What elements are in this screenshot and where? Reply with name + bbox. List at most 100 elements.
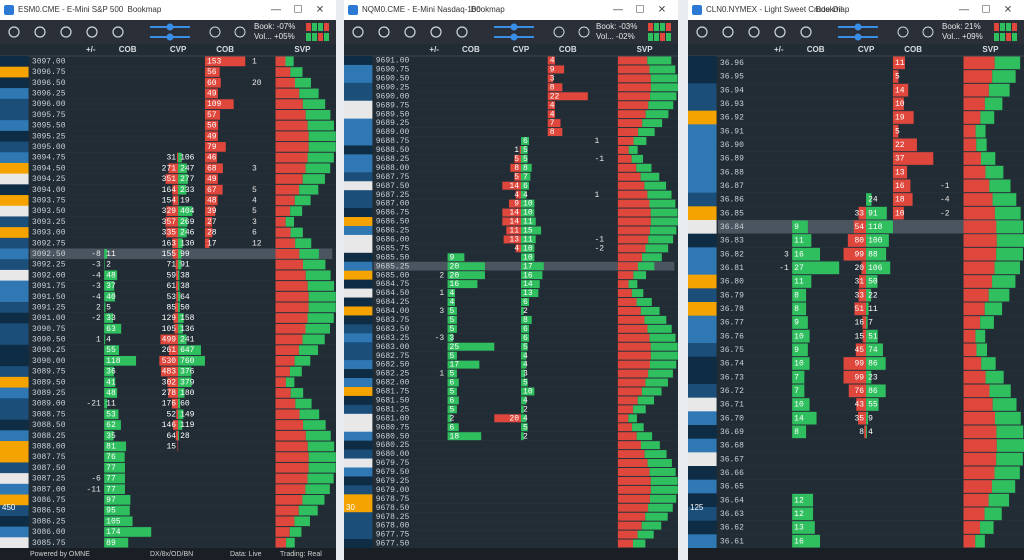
price: 9677.75 — [376, 531, 410, 540]
price: 36.91 — [720, 127, 744, 136]
cvp-buy-bar — [521, 378, 528, 387]
slider-knob[interactable] — [510, 33, 518, 41]
chat-icon[interactable] — [578, 26, 590, 38]
cob-bid-bar — [104, 291, 115, 302]
slider-knob[interactable] — [166, 23, 174, 31]
cvp-sell-bar — [862, 316, 867, 329]
cob-bid-bar — [447, 315, 457, 324]
toolbar-icon[interactable] — [8, 26, 20, 38]
slider-knob[interactable] — [166, 33, 174, 41]
svp-sell — [275, 420, 304, 430]
toolbar-icon[interactable] — [774, 26, 786, 38]
cvp-buy-bar — [178, 355, 205, 366]
svp-buy — [633, 271, 647, 280]
window-control[interactable]: ✕ — [316, 5, 324, 16]
chat-icon[interactable] — [234, 26, 246, 38]
imbalance-cell — [318, 33, 323, 41]
cvp-buy: 2 — [523, 405, 528, 414]
window-control[interactable]: ✕ — [1004, 5, 1012, 16]
cob-bid-bar — [447, 253, 465, 262]
svp-sell — [617, 387, 642, 396]
status-bar — [688, 548, 1024, 560]
svp-buy — [650, 217, 678, 226]
slider-knob[interactable] — [510, 23, 518, 31]
svp-sell — [963, 439, 997, 452]
heatmap-cell — [688, 151, 717, 166]
window-control[interactable]: — — [959, 5, 969, 16]
window-control[interactable]: ☐ — [636, 5, 645, 16]
toolbar-icon[interactable] — [60, 26, 72, 38]
window-control[interactable]: ✕ — [658, 5, 666, 16]
svp-sell — [963, 288, 989, 302]
cvp-buy: 149 — [180, 410, 195, 419]
cvp-sell: 14 — [509, 209, 519, 218]
heatmap-cell — [688, 192, 717, 207]
cob-ask: 67 — [207, 186, 217, 195]
toolbar-icon[interactable] — [696, 26, 708, 38]
price: 9679.25 — [376, 477, 410, 486]
svp-buy — [302, 174, 325, 184]
cvp-sell-bar — [861, 261, 867, 275]
cvp-buy-bar — [866, 206, 887, 220]
heatmap-cell — [0, 173, 29, 185]
window-control[interactable]: ☐ — [982, 5, 991, 16]
cob-bid-bar — [447, 262, 485, 271]
svp-sell — [275, 99, 303, 109]
window-control[interactable]: — — [613, 5, 623, 16]
imbalance-cell — [324, 23, 329, 31]
cob-bid-bar — [104, 281, 115, 291]
svp-buy — [308, 291, 336, 302]
svp-sell — [963, 124, 976, 138]
svp-buy — [981, 152, 996, 165]
delta-bid: 3 — [439, 307, 444, 316]
pen-icon[interactable] — [897, 26, 909, 38]
toolbar-icon[interactable] — [800, 26, 812, 38]
cvp-sell-bar — [175, 302, 179, 313]
price: 9691.00 — [376, 57, 410, 66]
toolbar-icon[interactable] — [34, 26, 46, 38]
svp-sell — [275, 409, 300, 420]
window-control[interactable]: ☐ — [294, 5, 303, 16]
pen-icon[interactable] — [553, 26, 565, 38]
svp-sell — [617, 441, 641, 450]
pen-icon[interactable] — [209, 26, 221, 38]
cob-ask: 109 — [207, 100, 222, 109]
cob-bid: 48 — [106, 271, 116, 280]
toolbar-icon[interactable] — [378, 26, 390, 38]
svp-buy — [992, 70, 1016, 83]
price: 3090.75 — [32, 325, 66, 334]
heatmap-cell — [344, 234, 373, 245]
toolbar-icon[interactable] — [112, 26, 124, 38]
cvp-buy-bar — [178, 323, 183, 334]
cvp-buy: 14 — [523, 280, 533, 289]
toolbar-icon[interactable] — [404, 26, 416, 38]
chat-icon[interactable] — [922, 26, 934, 38]
cvp-buy-bar — [178, 377, 192, 388]
cvp-sell-bar — [853, 220, 867, 234]
cob-bid-bar — [792, 343, 808, 357]
slider-knob[interactable] — [854, 33, 862, 41]
svp-buy — [294, 195, 311, 206]
svp-sell — [963, 138, 977, 152]
svp-buy — [996, 439, 1024, 452]
status-text: Data: Live — [230, 551, 262, 558]
cob-bid: 5 — [450, 316, 455, 325]
toolbar-icon[interactable] — [430, 26, 442, 38]
toolbar-icon[interactable] — [748, 26, 760, 38]
cob-bid: 105 — [106, 517, 121, 526]
window-control[interactable]: — — [271, 5, 281, 16]
heatmap-cell — [0, 248, 29, 260]
price: 3094.75 — [32, 154, 66, 163]
heatmap-cell — [0, 88, 29, 100]
heatmap-cell — [0, 376, 29, 389]
toolbar-icon[interactable] — [722, 26, 734, 38]
cvp-sell-bar — [172, 238, 179, 249]
cob-ask-bar — [547, 74, 554, 83]
price: 36.92 — [720, 114, 744, 123]
slider-knob[interactable] — [854, 23, 862, 31]
toolbar-icon[interactable] — [352, 26, 364, 38]
toolbar-icon[interactable] — [86, 26, 98, 38]
cob-bid-bar — [104, 462, 125, 473]
cvp-buy: 11 — [523, 235, 533, 244]
toolbar-icon[interactable] — [456, 26, 468, 38]
